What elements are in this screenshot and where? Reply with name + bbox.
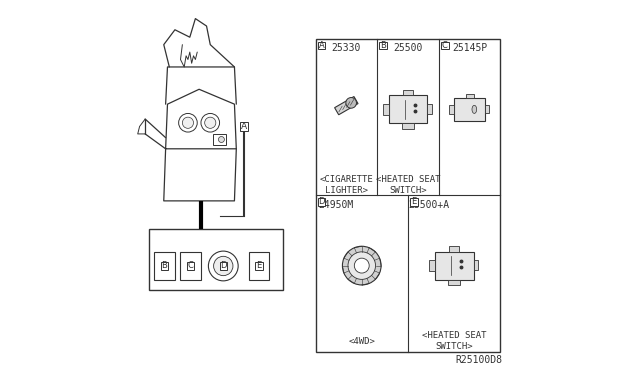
- Bar: [255, 262, 262, 270]
- Text: <HEATED SEAT
SWITCH>: <HEATED SEAT SWITCH>: [376, 175, 440, 195]
- Circle shape: [201, 113, 220, 132]
- Bar: [220, 262, 227, 270]
- Text: B: B: [161, 262, 168, 270]
- Bar: [454, 98, 485, 121]
- Text: C: C: [442, 41, 448, 50]
- Text: A: A: [241, 122, 247, 131]
- Bar: [180, 252, 201, 280]
- Text: 25145P: 25145P: [452, 44, 487, 53]
- Bar: [187, 262, 195, 270]
- Text: 24950M: 24950M: [318, 200, 354, 209]
- Text: HI: HI: [464, 259, 468, 263]
- Bar: [449, 105, 454, 114]
- Text: LO: LO: [418, 108, 423, 112]
- Circle shape: [342, 246, 381, 285]
- Circle shape: [218, 137, 225, 142]
- Text: D: D: [220, 262, 227, 270]
- Text: LO: LO: [464, 264, 470, 269]
- Text: E: E: [257, 262, 262, 270]
- Bar: [485, 105, 489, 113]
- Text: HI: HI: [418, 103, 422, 107]
- Text: R25100D8: R25100D8: [455, 355, 502, 365]
- Bar: [449, 246, 459, 251]
- Bar: [474, 260, 478, 270]
- Text: C: C: [188, 262, 193, 270]
- Text: 25500: 25500: [394, 44, 422, 53]
- Bar: [410, 198, 418, 206]
- Bar: [449, 280, 460, 285]
- Text: 25330: 25330: [332, 44, 361, 53]
- Circle shape: [214, 256, 233, 276]
- Bar: [380, 42, 387, 49]
- Bar: [318, 42, 325, 49]
- Circle shape: [355, 258, 369, 273]
- Circle shape: [182, 117, 193, 128]
- Text: B: B: [380, 41, 386, 50]
- Bar: [466, 94, 474, 98]
- Text: <4WD>: <4WD>: [348, 337, 375, 346]
- Bar: [383, 104, 388, 115]
- Bar: [388, 95, 428, 123]
- Bar: [402, 123, 414, 129]
- Polygon shape: [335, 96, 358, 115]
- Bar: [161, 262, 168, 270]
- Text: <CIGARETTE
LIGHTER>: <CIGARETTE LIGHTER>: [319, 175, 373, 195]
- Bar: [248, 252, 269, 280]
- Bar: [316, 39, 500, 352]
- Ellipse shape: [472, 105, 477, 113]
- Text: A: A: [319, 41, 324, 50]
- Bar: [429, 260, 435, 271]
- Bar: [239, 122, 248, 131]
- Bar: [428, 104, 432, 113]
- Circle shape: [346, 97, 356, 108]
- Bar: [318, 198, 325, 206]
- Circle shape: [209, 251, 238, 281]
- Circle shape: [348, 252, 376, 279]
- Text: 25500+A: 25500+A: [408, 200, 449, 209]
- Circle shape: [179, 113, 197, 132]
- Bar: [403, 90, 413, 95]
- Bar: [154, 252, 175, 280]
- Text: <HEATED SEAT
SWITCH>: <HEATED SEAT SWITCH>: [422, 331, 486, 351]
- Bar: [213, 134, 227, 145]
- Text: D: D: [318, 198, 324, 206]
- Text: E: E: [412, 198, 417, 206]
- Bar: [149, 229, 283, 290]
- Bar: [435, 251, 474, 280]
- Bar: [441, 42, 449, 49]
- Circle shape: [205, 117, 216, 128]
